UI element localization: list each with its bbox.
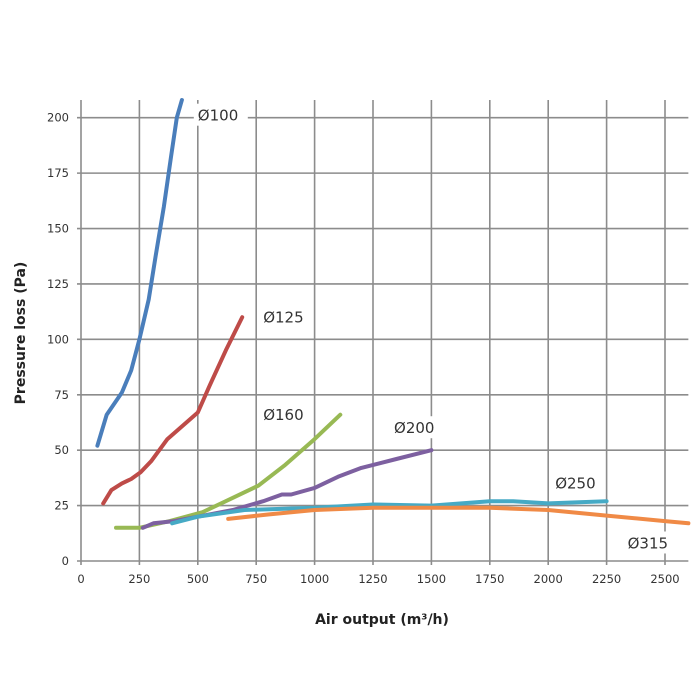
series-label: Ø315	[628, 534, 668, 552]
x-tick-label: 2250	[592, 572, 621, 586]
series-line-6	[226, 505, 691, 526]
series-label: Ø100	[198, 107, 238, 125]
y-tick-label: 175	[47, 166, 69, 180]
y-tick-label: 50	[54, 443, 69, 457]
x-tick-label: 0	[77, 572, 84, 586]
x-tick-label: 1500	[417, 572, 446, 586]
x-tick-label: 250	[128, 572, 150, 586]
series-lines	[95, 98, 691, 530]
series-labels: Ø100 Ø125 Ø160 Ø200 Ø250 Ø315	[193, 103, 678, 554]
series-line-1	[95, 98, 184, 448]
series-label-background	[551, 471, 606, 494]
y-tick-label: 75	[54, 388, 69, 402]
series-line-2	[101, 315, 245, 506]
y-tick-label: 25	[54, 499, 69, 513]
series-label-background	[259, 402, 314, 425]
series-line-5	[170, 499, 609, 526]
series-label-background	[193, 103, 248, 126]
y-axis-title: Pressure loss (Pa)	[13, 262, 29, 405]
series-label: Ø125	[263, 308, 303, 326]
series-label-background	[623, 531, 678, 554]
x-tick-label: 2000	[534, 572, 563, 586]
series-label: Ø160	[263, 406, 303, 424]
y-tick-label: 0	[62, 554, 69, 568]
y-tick-label: 100	[47, 332, 69, 346]
series-label: Ø200	[394, 419, 434, 437]
y-tick-label: 200	[47, 111, 69, 125]
x-tick-label: 750	[245, 572, 267, 586]
y-tick-label: 125	[47, 277, 69, 291]
series-label-background	[259, 305, 314, 328]
x-tick-label: 1000	[300, 572, 329, 586]
x-tick-label: 1750	[475, 572, 504, 586]
series-label-background	[390, 416, 445, 439]
series-label: Ø250	[555, 475, 595, 493]
x-tick-label: 2500	[650, 572, 679, 586]
x-tick-label: 1250	[358, 572, 387, 586]
x-tick-label: 500	[187, 572, 209, 586]
y-tick-label: 150	[47, 222, 69, 236]
x-axis-title: Air output (m³/h)	[315, 612, 449, 628]
